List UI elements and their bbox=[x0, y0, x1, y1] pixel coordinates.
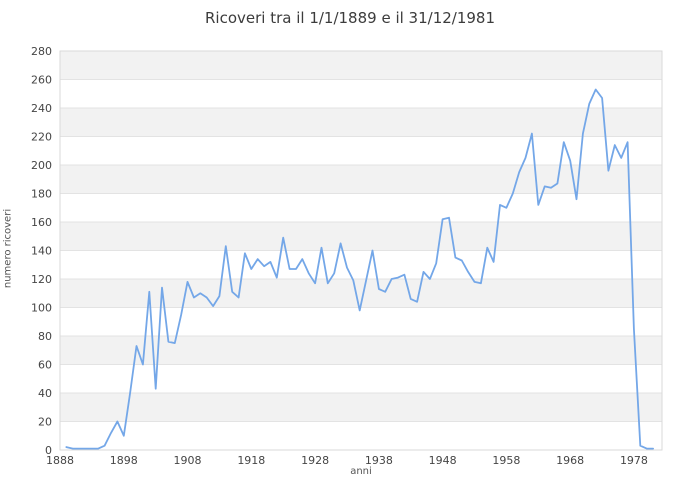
grid-band bbox=[60, 108, 662, 137]
y-tick-label: 160 bbox=[31, 216, 52, 229]
x-tick-label: 1968 bbox=[556, 454, 584, 467]
x-tick-label: 1908 bbox=[174, 454, 202, 467]
y-tick-label: 280 bbox=[31, 45, 52, 58]
y-axis-title: numero ricoveri bbox=[2, 208, 14, 289]
y-tick-label: 260 bbox=[31, 74, 52, 87]
y-tick-label: 240 bbox=[31, 102, 52, 115]
y-tick-label: 0 bbox=[45, 444, 52, 457]
plot-border bbox=[59, 50, 663, 451]
y-tick-label: 20 bbox=[38, 416, 52, 429]
y-tick-label: 140 bbox=[31, 245, 52, 258]
y-tick-label: 40 bbox=[38, 387, 52, 400]
y-tick-label: 100 bbox=[31, 302, 52, 315]
x-axis-title: anni bbox=[350, 466, 372, 477]
chart-title: Ricoveri tra il 1/1/1889 e il 31/12/1981 bbox=[204, 9, 496, 27]
y-tick-label: 80 bbox=[38, 330, 52, 343]
data-line-ricoveri bbox=[65, 88, 654, 450]
x-tick-label: 1898 bbox=[110, 454, 138, 467]
y-tick-label: 120 bbox=[31, 273, 52, 286]
x-tick-label: 1888 bbox=[46, 454, 74, 467]
y-tick-label: 60 bbox=[38, 359, 52, 372]
y-tick-label: 220 bbox=[31, 131, 52, 144]
grid-band bbox=[60, 222, 662, 251]
grid-band bbox=[60, 336, 662, 365]
x-tick-label: 1938 bbox=[365, 454, 393, 467]
x-tick-label: 1958 bbox=[492, 454, 520, 467]
grid-band bbox=[60, 165, 662, 194]
x-tick-label: 1978 bbox=[620, 454, 648, 467]
y-tick-label: 200 bbox=[31, 159, 52, 172]
x-tick-label: 1928 bbox=[301, 454, 329, 467]
grid-band bbox=[60, 393, 662, 422]
grid-band bbox=[60, 51, 662, 80]
x-tick-label: 1918 bbox=[237, 454, 265, 467]
y-tick-label: 180 bbox=[31, 188, 52, 201]
x-tick-label: 1948 bbox=[429, 454, 457, 467]
